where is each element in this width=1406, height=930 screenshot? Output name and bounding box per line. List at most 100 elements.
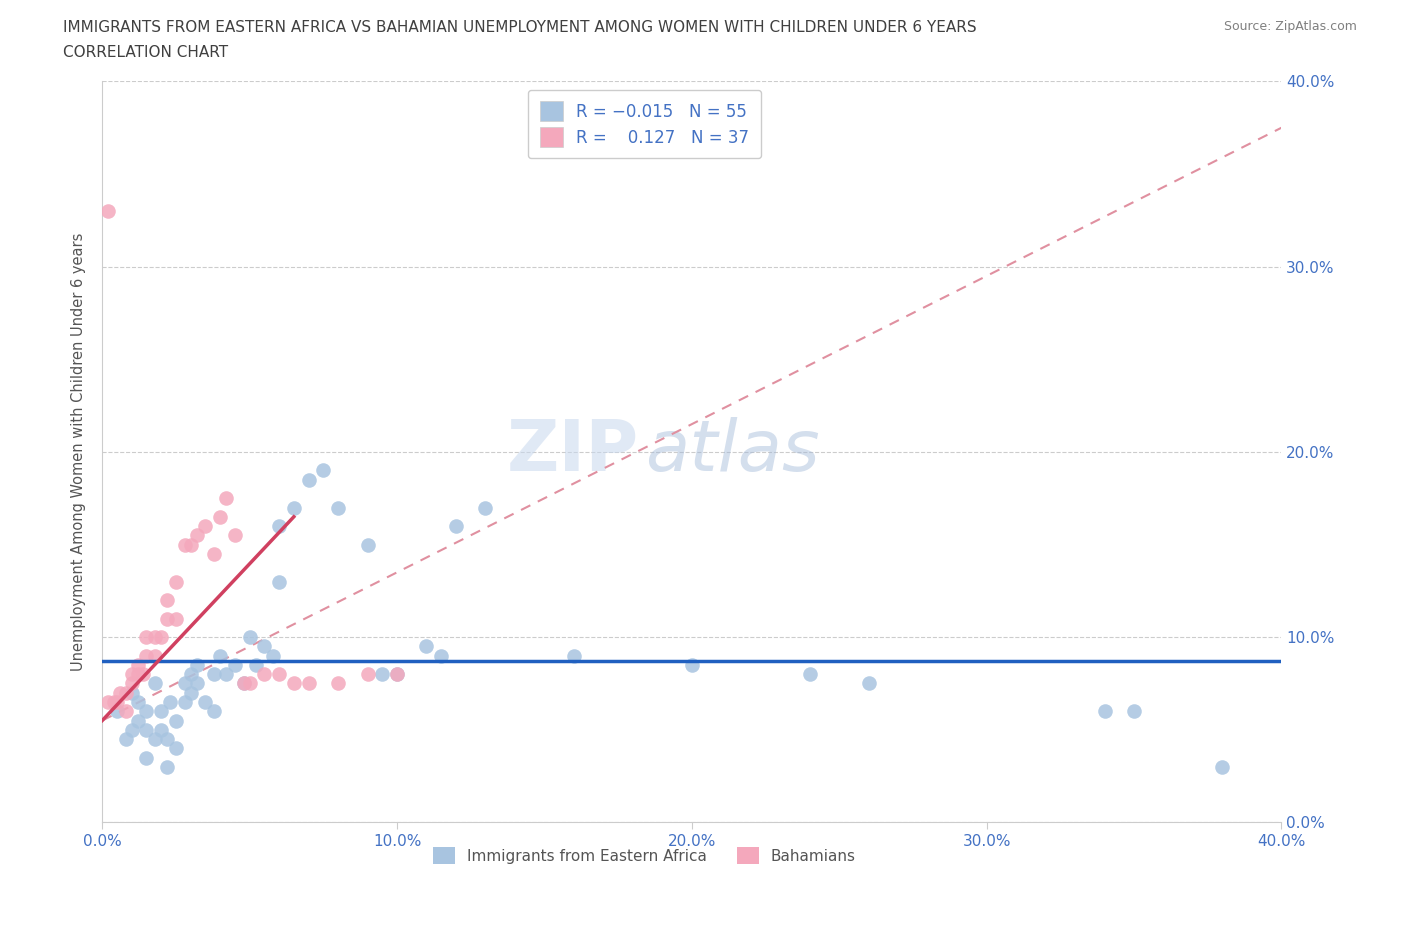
Point: [180, 667, 202, 682]
Point: [127, 695, 149, 710]
Point: [143, 630, 166, 644]
Point: [114, 732, 136, 747]
Y-axis label: Unemployment Among Women with Children Under 6 years: Unemployment Among Women with Children U…: [72, 232, 86, 671]
Point: [232, 676, 254, 691]
Point: [97, 204, 120, 219]
Point: [103, 695, 125, 710]
Point: [156, 592, 179, 607]
Point: [180, 685, 202, 700]
Point: [156, 760, 179, 775]
Point: [121, 723, 143, 737]
Point: [165, 713, 187, 728]
Point: [215, 667, 238, 682]
Point: [209, 648, 232, 663]
Point: [283, 676, 305, 691]
Point: [173, 695, 195, 710]
Point: [239, 676, 262, 691]
Point: [297, 676, 319, 691]
Point: [562, 648, 585, 663]
Point: [326, 500, 349, 515]
Point: [150, 630, 173, 644]
Point: [135, 704, 157, 719]
Point: [1094, 704, 1116, 719]
Point: [143, 648, 166, 663]
Text: atlas: atlas: [644, 418, 820, 486]
Point: [267, 574, 290, 589]
Point: [858, 676, 880, 691]
Legend: Immigrants from Eastern Africa, Bahamians: Immigrants from Eastern Africa, Bahamian…: [427, 841, 862, 870]
Point: [245, 658, 267, 672]
Point: [444, 519, 467, 534]
Point: [135, 751, 157, 765]
Point: [105, 695, 128, 710]
Point: [1211, 760, 1233, 775]
Point: [312, 463, 335, 478]
Point: [165, 611, 187, 626]
Point: [186, 528, 208, 543]
Point: [799, 667, 821, 682]
Point: [127, 658, 149, 672]
Point: [127, 667, 149, 682]
Point: [326, 676, 349, 691]
Point: [224, 658, 246, 672]
Point: [371, 667, 394, 682]
Point: [385, 667, 408, 682]
Point: [173, 676, 195, 691]
Point: [121, 676, 143, 691]
Point: [202, 704, 225, 719]
Point: [150, 723, 173, 737]
Point: [114, 685, 136, 700]
Point: [385, 667, 408, 682]
Point: [108, 685, 131, 700]
Point: [156, 611, 179, 626]
Point: [202, 667, 225, 682]
Point: [253, 639, 276, 654]
Point: [159, 695, 181, 710]
Point: [173, 538, 195, 552]
Point: [127, 713, 149, 728]
Text: ZIP: ZIP: [506, 418, 638, 486]
Point: [194, 519, 217, 534]
Text: CORRELATION CHART: CORRELATION CHART: [63, 45, 228, 60]
Point: [267, 519, 290, 534]
Point: [156, 732, 179, 747]
Point: [224, 528, 246, 543]
Point: [186, 658, 208, 672]
Point: [97, 695, 120, 710]
Point: [121, 685, 143, 700]
Point: [135, 723, 157, 737]
Point: [297, 472, 319, 487]
Point: [150, 704, 173, 719]
Point: [132, 667, 155, 682]
Point: [121, 667, 143, 682]
Point: [202, 547, 225, 562]
Point: [430, 648, 453, 663]
Point: [1123, 704, 1146, 719]
Point: [239, 630, 262, 644]
Point: [165, 574, 187, 589]
Point: [135, 648, 157, 663]
Point: [114, 704, 136, 719]
Point: [143, 676, 166, 691]
Point: [262, 648, 284, 663]
Point: [474, 500, 496, 515]
Point: [267, 667, 290, 682]
Point: [681, 658, 703, 672]
Point: [135, 630, 157, 644]
Point: [356, 667, 378, 682]
Point: [232, 676, 254, 691]
Point: [209, 510, 232, 525]
Point: [253, 667, 276, 682]
Text: Source: ZipAtlas.com: Source: ZipAtlas.com: [1223, 20, 1357, 33]
Point: [356, 538, 378, 552]
Point: [143, 732, 166, 747]
Point: [194, 695, 217, 710]
Point: [186, 676, 208, 691]
Point: [165, 741, 187, 756]
Point: [415, 639, 437, 654]
Point: [180, 538, 202, 552]
Point: [283, 500, 305, 515]
Point: [105, 704, 128, 719]
Point: [215, 491, 238, 506]
Text: IMMIGRANTS FROM EASTERN AFRICA VS BAHAMIAN UNEMPLOYMENT AMONG WOMEN WITH CHILDRE: IMMIGRANTS FROM EASTERN AFRICA VS BAHAMI…: [63, 20, 977, 35]
